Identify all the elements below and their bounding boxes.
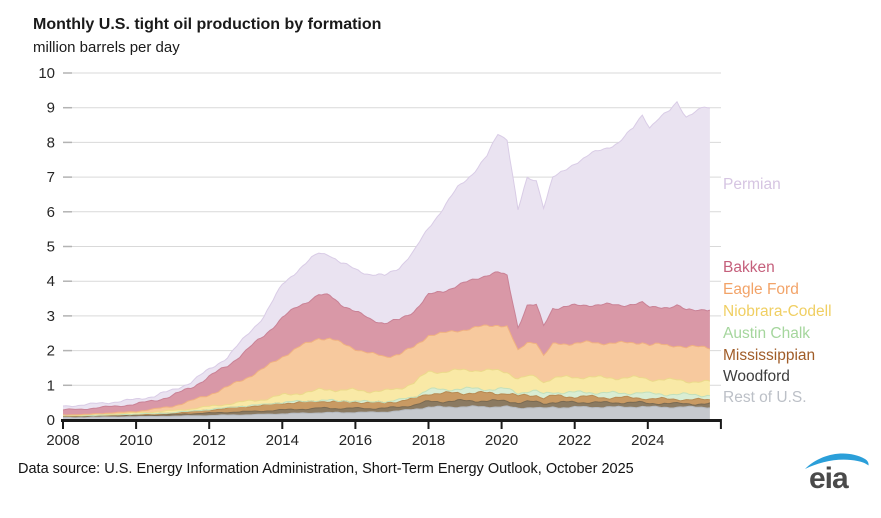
eia-logo-swoosh [805,453,869,469]
x-axis-label: 2016 [339,432,372,449]
edge-niobrara-codell [62,368,711,417]
y-axis-label: 7 [47,169,55,186]
y-axis-label: 5 [47,239,55,256]
edge-woodford [62,398,711,418]
edge-austin-chalk [62,386,710,417]
area-mississippian [63,391,710,417]
x-axis-label: 2012 [193,432,226,449]
x-axis-label: 2020 [485,432,518,449]
y-axis-label: 4 [47,273,55,290]
legend-rest-of-u-s-: Rest of U.S. [723,389,807,406]
chart-units-subtitle: million barrels per day [33,39,180,56]
legend-eagle-ford: Eagle Ford [723,281,799,298]
edge-eagle-ford [62,324,711,416]
legend-permian: Permian [723,176,781,193]
legend-woodford: Woodford [723,368,790,385]
x-axis-label: 2014 [266,432,299,449]
legend-austin-chalk: Austin Chalk [723,325,811,342]
eia-logo: eia [801,448,871,500]
y-axis-label: 6 [47,204,55,221]
eia-logo-text: eia [809,462,849,495]
x-axis-label: 2010 [119,432,152,449]
y-axis-label: 0 [47,412,55,429]
edge-rest-of-u-s- [62,405,710,418]
area-rest-of-u-s- [63,405,710,420]
legend-bakken: Bakken [723,259,775,276]
y-axis-label: 10 [38,65,55,82]
y-axis-label: 2 [47,343,55,360]
data-source-text: Data source: U.S. Energy Information Adm… [18,461,634,477]
y-axis-label: 8 [47,134,55,151]
legend-mississippian: Mississippian [723,347,816,364]
area-eagle-ford [63,325,710,416]
chart-title: Monthly U.S. tight oil production by for… [33,16,382,33]
x-axis-label: 2024 [631,432,664,449]
x-axis-label: 2022 [558,432,591,449]
y-axis-label: 9 [47,100,55,117]
y-axis-label: 1 [47,377,55,394]
area-niobrara-codell [63,369,710,416]
x-axis-label: 2018 [412,432,445,449]
area-austin-chalk [63,387,710,417]
area-permian [63,101,710,410]
edge-permian [62,100,710,408]
y-axis-label: 3 [47,308,55,325]
x-axis-label: 2008 [46,432,79,449]
area-bakken [63,271,710,416]
edge-bakken [62,271,711,411]
legend-niobrara-codell: Niobrara-Codell [723,303,832,320]
